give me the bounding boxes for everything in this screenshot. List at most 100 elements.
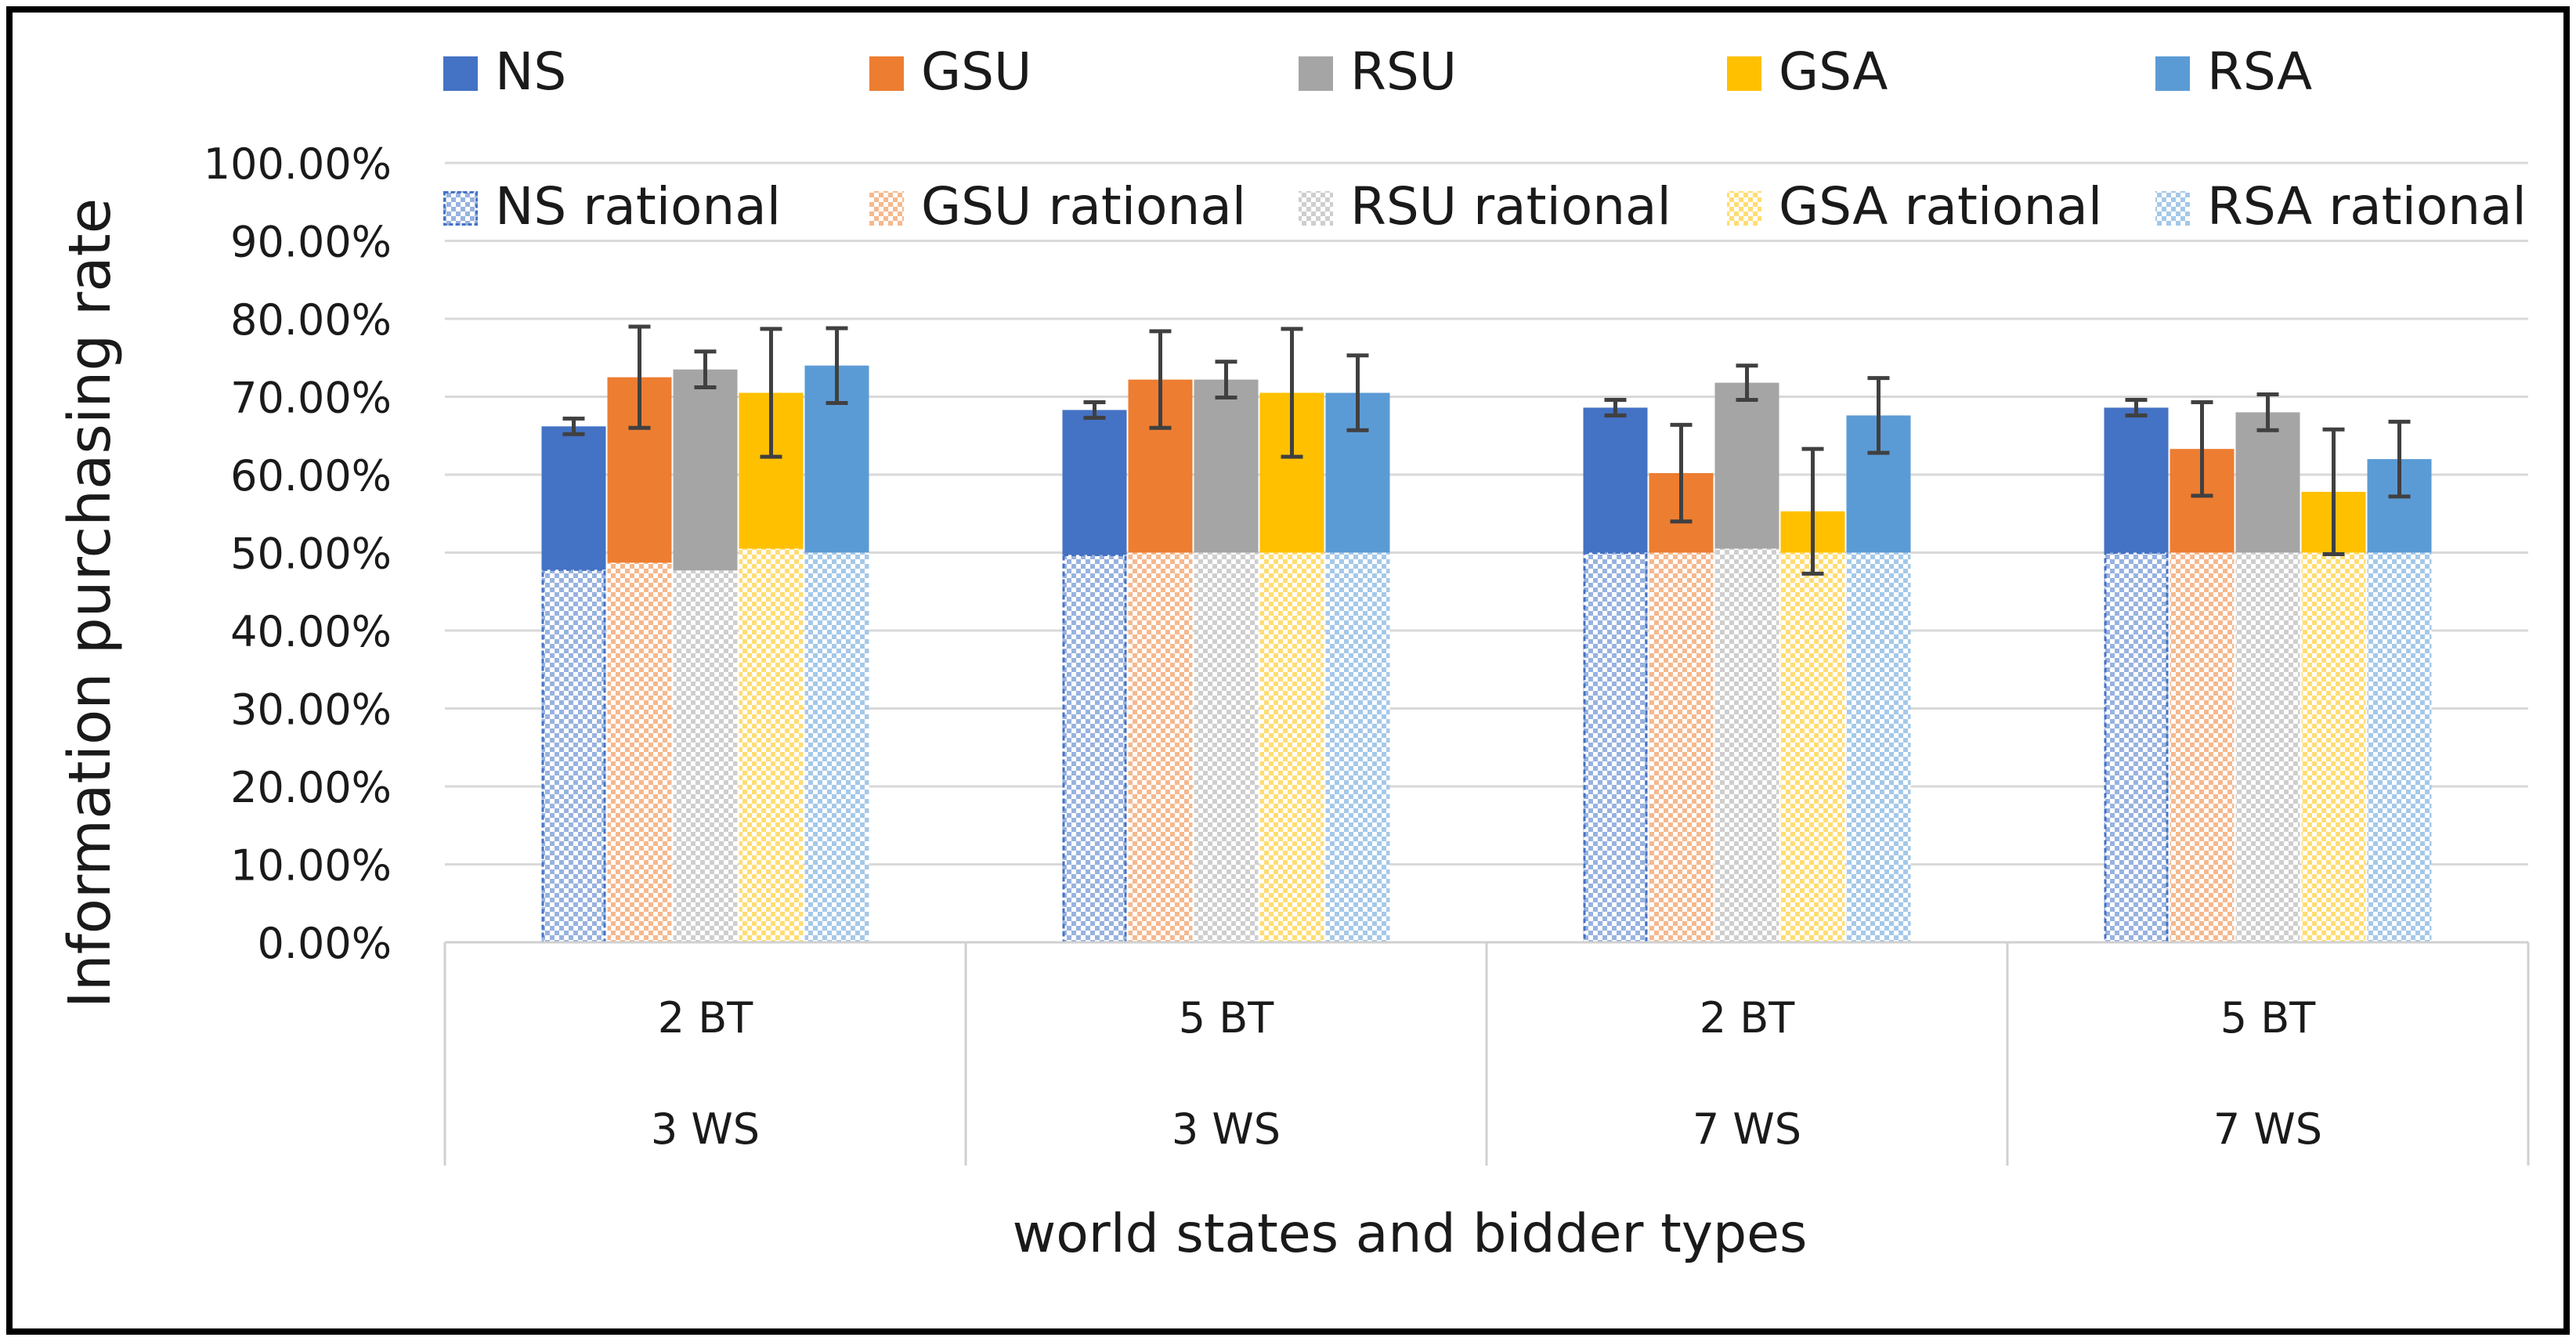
legend-swatch: [1727, 191, 1761, 226]
bar-gsu-rational-2: [1128, 552, 1193, 942]
bar-rsu-2: [1194, 379, 1259, 553]
bars: [541, 365, 2432, 944]
legend-label: RSA: [2207, 42, 2312, 102]
legend-item-gsa-rational: GSA rational: [1727, 176, 2102, 237]
y-tick-label: 20.00%: [230, 763, 392, 812]
bar-ns-2: [1062, 410, 1127, 555]
error-bar-gsu-2: [1149, 329, 1172, 430]
legend-swatch: [443, 191, 478, 226]
legend-swatch: [443, 56, 478, 91]
bar-rsa-rational-4: [2367, 552, 2432, 942]
y-tick-label: 10.00%: [230, 841, 392, 891]
legend-swatch: [1299, 56, 1333, 91]
bar-gsu-rational-1: [607, 562, 672, 942]
error-bar-rsu-1: [694, 349, 717, 390]
y-tick-label: 60.00%: [230, 451, 392, 501]
x-tick-label-ws: 3 WS: [651, 1104, 760, 1154]
y-tick-label: 50.00%: [230, 530, 392, 579]
x-tick-label-ws: 7 WS: [2213, 1104, 2322, 1154]
legend-item-gsu-rational: GSU rational: [869, 176, 1246, 237]
bar-rsa-rational-1: [804, 552, 869, 942]
error-bar-gsa-4: [2322, 427, 2345, 556]
bar-gsa-rational-1: [739, 548, 804, 942]
error-bar-rsu-4: [2256, 392, 2279, 432]
error-bar-ns-1: [562, 416, 585, 436]
legend-label: RSA rational: [2207, 176, 2527, 237]
error-bar-gsu-1: [628, 324, 651, 430]
legend-label: RSU rational: [1350, 176, 1671, 237]
bar-gsa-rational-4: [2301, 552, 2366, 942]
x-tick-label-bt: 5 BT: [1179, 993, 1275, 1043]
legend-item-rsa-rational: RSA rational: [2155, 176, 2527, 237]
error-bar-rsa-3: [1867, 376, 1890, 455]
legend-label: GSU: [921, 42, 1031, 102]
legend-label: NS rational: [495, 176, 781, 237]
legend-swatch: [869, 56, 904, 91]
error-bar-ns-3: [1604, 397, 1627, 417]
bar-ns-4: [2104, 407, 2169, 553]
legend-label: GSA: [1779, 42, 1888, 102]
y-tick-label: 70.00%: [230, 374, 392, 423]
error-bar-ns-2: [1083, 399, 1106, 420]
y-tick-label: 80.00%: [230, 295, 392, 345]
x-tick-label-ws: 3 WS: [1172, 1104, 1281, 1154]
x-tick-label-bt: 5 BT: [2220, 993, 2317, 1043]
x-tick-label-bt: 2 BT: [658, 993, 754, 1043]
bar-rsa-rational-2: [1325, 552, 1390, 942]
bar-rsu-rational-4: [2235, 552, 2300, 942]
bar-rsu-rational-3: [1714, 548, 1779, 942]
bar-gsa-rational-2: [1259, 552, 1324, 942]
legend-swatch: [1299, 191, 1333, 226]
bar-ns-rational-4: [2104, 552, 2169, 942]
legend-swatch: [869, 191, 904, 226]
legend-item-gsa: GSA: [1727, 42, 1888, 102]
y-tick-label: 90.00%: [230, 218, 392, 267]
bar-rsu-4: [2235, 412, 2300, 553]
x-axis-title: world states and bidder types: [1013, 1203, 1808, 1265]
legend-swatch: [2155, 56, 2190, 91]
x-tick-label-ws: 7 WS: [1693, 1104, 1801, 1154]
y-axis-title: Information purchasing rate: [56, 198, 124, 1008]
legend-label: RSU: [1350, 42, 1457, 102]
bar-rsu-1: [673, 369, 738, 571]
y-tick-label: 100.00%: [204, 139, 392, 189]
legend-swatch: [2155, 191, 2190, 226]
y-axis-ticks: 0.00% 10.00% 20.00% 30.00% 40.00% 50.00% 60.00…: [204, 139, 392, 968]
error-bar-rsu-3: [1736, 363, 1758, 402]
bar-rsu-3: [1714, 382, 1779, 549]
y-tick-label: 0.00%: [257, 919, 392, 968]
bar-gsa-rational-3: [1780, 552, 1845, 942]
error-bar-gsu-4: [2191, 399, 2213, 498]
x-tick-label-bt: 2 BT: [1700, 993, 1796, 1043]
bar-gsu-rational-4: [2170, 552, 2235, 942]
error-bar-rsa-1: [826, 326, 848, 405]
legend-item-ns-rational: NS rational: [443, 176, 781, 237]
y-tick-label: 30.00%: [230, 685, 392, 735]
error-bar-rsa-2: [1346, 353, 1369, 432]
legend: NS GSU RSU GSA RSA NS rational GSU rational RSU…: [443, 42, 2527, 237]
error-bar-gsa-3: [1801, 446, 1824, 576]
error-bar-gsa-2: [1281, 327, 1303, 459]
legend-item-gsu: GSU: [869, 42, 1031, 102]
error-bar-ns-4: [2125, 397, 2148, 417]
legend-item-rsu: RSU: [1299, 42, 1457, 102]
error-bar-gsa-1: [760, 327, 782, 459]
bar-gsu-rational-3: [1649, 552, 1714, 942]
bar-ns-rational-3: [1583, 552, 1648, 942]
bar-rsa-rational-3: [1846, 552, 1911, 942]
bar-ns-rational-1: [541, 569, 606, 942]
bar-ns-rational-2: [1062, 555, 1127, 942]
error-bar-rsu-2: [1215, 360, 1237, 399]
bar-ns-1: [541, 426, 606, 570]
x-axis: 2 BT 3 WS 5 BT 3 WS 2 BT 7 WS 5 BT 7 WS: [443, 941, 2530, 1166]
legend-label: NS: [495, 42, 566, 102]
legend-item-ns: NS: [443, 42, 566, 102]
legend-label: GSA rational: [1779, 176, 2102, 237]
bar-rsu-rational-1: [673, 570, 738, 942]
legend-swatch: [1727, 56, 1761, 91]
error-bar-gsu-3: [1670, 422, 1693, 524]
bar-rsu-rational-2: [1194, 552, 1259, 942]
legend-label: GSU rational: [921, 176, 1246, 237]
error-bars: [562, 324, 2411, 576]
legend-item-rsa: RSA: [2155, 42, 2312, 102]
